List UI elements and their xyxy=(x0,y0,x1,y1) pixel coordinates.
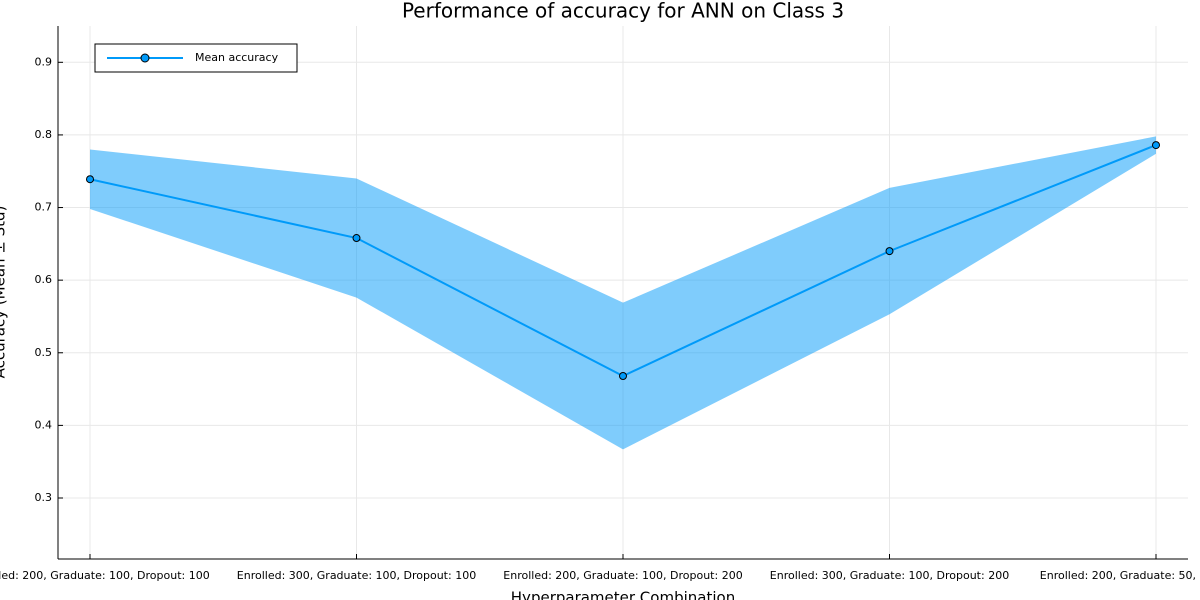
x-tick-label: Enrolled: 200, Graduate: 100, Dropout: 2… xyxy=(503,569,742,582)
chart-title: Performance of accuracy for ANN on Class… xyxy=(402,0,844,23)
error-band xyxy=(90,136,1156,450)
x-axis-label: Hyperparameter Combination xyxy=(511,589,735,600)
y-tick-label: 0.3 xyxy=(35,491,53,504)
x-tick-label: Enrolled: 300, Graduate: 100, Dropout: 1… xyxy=(237,569,476,582)
point xyxy=(885,247,894,256)
point xyxy=(619,372,627,381)
x-tick-label: Enrolled: 200, Graduate: 50, Dropout: 10… xyxy=(1040,569,1200,582)
legend-marker xyxy=(140,53,150,63)
y-tick-label: 0.7 xyxy=(35,201,53,214)
y-axis-label: Accuracy (Mean ± Std) xyxy=(0,206,9,379)
x-tick-label: Enrolled: 200, Graduate: 100, Dropout: 1… xyxy=(0,569,210,582)
y-tick-label: 0.8 xyxy=(35,128,53,141)
y-tick-label: 0.5 xyxy=(35,346,53,359)
y-tick-label: 0.6 xyxy=(35,273,53,286)
point xyxy=(86,175,94,184)
legend-label: Mean accuracy xyxy=(195,51,279,64)
grid xyxy=(58,26,1188,559)
point xyxy=(352,234,361,243)
x-tick-label: Enrolled: 300, Graduate: 100, Dropout: 2… xyxy=(770,569,1009,582)
y-tick-label: 0.4 xyxy=(35,418,53,431)
y-tick-label: 0.9 xyxy=(35,55,53,68)
point xyxy=(1152,141,1160,150)
